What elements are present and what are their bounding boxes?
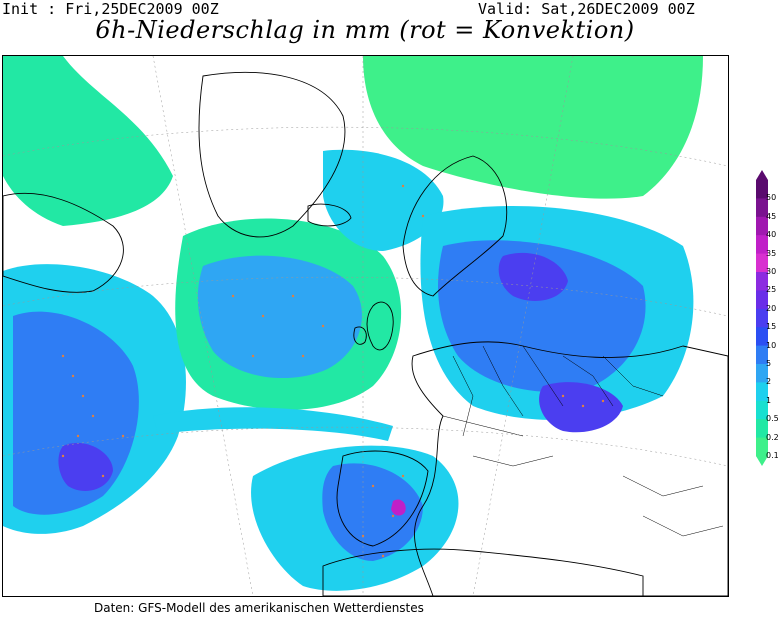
precip-iberia-max xyxy=(391,499,406,516)
precip-balkans xyxy=(539,382,623,433)
colorbar-step xyxy=(756,400,768,420)
colorbar-step xyxy=(756,437,768,457)
colorbar-label: 1 xyxy=(766,395,772,405)
colorbar-step xyxy=(756,364,768,383)
colorbar-label: 10 xyxy=(766,340,777,350)
north-america-outline xyxy=(3,192,124,293)
chart-title: 6h-Niederschlag in mm (rot = Konvektion) xyxy=(95,16,635,44)
colorbar-label: 5 xyxy=(766,359,772,368)
coastlines xyxy=(3,71,728,596)
greenland-outline xyxy=(198,71,346,238)
colorbar-step xyxy=(756,272,768,291)
colorbar-step xyxy=(756,180,768,199)
iberia-outline xyxy=(336,450,429,547)
colorbar-step xyxy=(756,253,768,273)
iceland-outline xyxy=(307,203,352,227)
colorbar-label: 15 xyxy=(766,322,777,332)
graticule xyxy=(3,56,728,596)
europe-outline xyxy=(411,341,728,596)
colorbar-label: 30 xyxy=(766,267,777,276)
colorbar-step xyxy=(756,308,768,328)
precip-central-spiral xyxy=(197,255,362,379)
colorbar-label: 0.1 xyxy=(766,451,779,460)
colorbar-svg xyxy=(756,170,768,466)
colorbar-label: 0.2 xyxy=(766,432,779,442)
colorbar-step xyxy=(756,327,768,347)
precipitation-map xyxy=(2,55,729,597)
colorbar-step xyxy=(756,216,768,236)
british-isles-outline xyxy=(366,301,394,351)
colorbar-label: 35 xyxy=(766,248,777,258)
colorbar-bottom-arrow xyxy=(756,456,768,466)
colorbar-top-arrow xyxy=(756,170,768,180)
colorbar-step xyxy=(756,198,768,218)
valid-time-label: Valid: Sat,26DEC2009 00Z xyxy=(478,0,695,18)
colorbar-step xyxy=(756,290,768,310)
scandinavia-outline xyxy=(402,155,508,297)
convection-markers xyxy=(61,184,605,558)
colorbar-label: 2 xyxy=(766,377,772,387)
country-borders xyxy=(442,345,724,537)
colorbar-step xyxy=(756,235,768,255)
precip-band-south xyxy=(153,407,393,441)
colorbar-label: 40 xyxy=(766,230,777,240)
colorbar-step xyxy=(756,419,768,439)
colorbar-step xyxy=(756,382,768,402)
precip-atlantic-low-max xyxy=(58,442,113,491)
precip-iberia-core xyxy=(322,463,423,561)
precip-eastern-europe-max xyxy=(498,252,568,301)
colorbar-label: 25 xyxy=(766,285,777,295)
precip-arctic xyxy=(363,56,703,199)
precip-eastern-europe-core xyxy=(438,240,646,392)
precip-greenland-band xyxy=(3,56,173,226)
precip-norwegian-sea xyxy=(323,149,444,251)
colorbar-label: 45 xyxy=(766,211,777,221)
precip-fields xyxy=(3,56,703,591)
precipitation-colorbar xyxy=(755,170,769,466)
colorbar-label: 50 xyxy=(766,193,777,203)
colorbar-label: 0.5 xyxy=(766,414,779,424)
colorbar-step xyxy=(756,345,768,365)
map-svg xyxy=(3,56,728,596)
colorbar-label: 20 xyxy=(766,303,777,313)
africa-outline xyxy=(322,548,644,596)
data-source-footer: Daten: GFS-Modell des amerikanischen Wet… xyxy=(94,601,424,615)
init-time-label: Init : Fri,25DEC2009 00Z xyxy=(2,0,219,18)
ireland-outline xyxy=(353,326,367,345)
